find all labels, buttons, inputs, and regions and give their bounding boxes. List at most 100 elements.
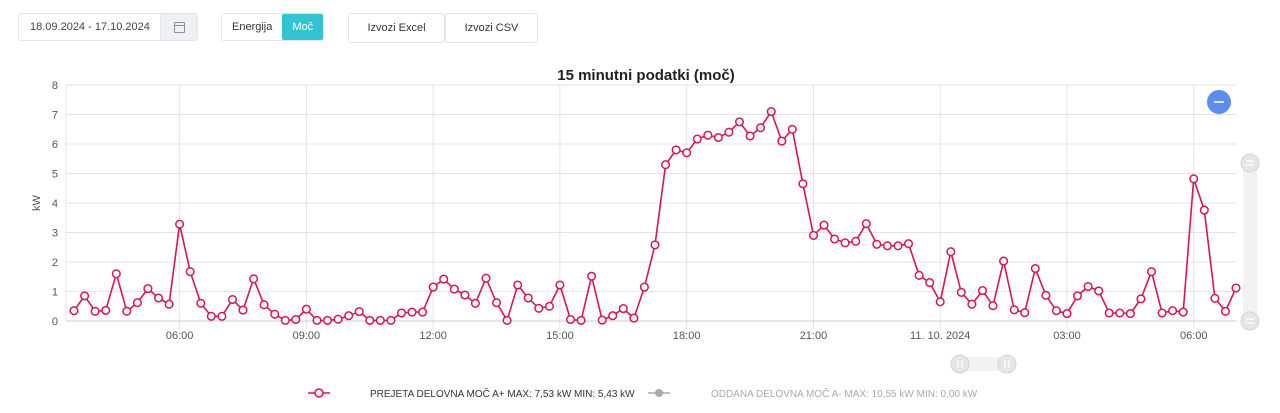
- data-point[interactable]: [587, 271, 597, 281]
- data-point[interactable]: [544, 301, 554, 311]
- data-point[interactable]: [777, 136, 787, 146]
- data-point[interactable]: [1009, 305, 1019, 315]
- data-point[interactable]: [840, 238, 850, 248]
- tab-power[interactable]: Moč: [282, 14, 324, 40]
- data-point[interactable]: [1178, 307, 1188, 317]
- data-point[interactable]: [227, 294, 238, 305]
- data-point[interactable]: [608, 311, 618, 321]
- vertical-navigator-top-handle[interactable]: [1240, 153, 1260, 173]
- data-point[interactable]: [629, 313, 639, 323]
- data-point[interactable]: [1189, 174, 1199, 184]
- data-point[interactable]: [439, 274, 449, 284]
- data-point[interactable]: [671, 145, 681, 155]
- data-point[interactable]: [481, 273, 491, 283]
- data-point[interactable]: [312, 315, 322, 325]
- data-point[interactable]: [185, 267, 195, 277]
- data-point[interactable]: [861, 219, 871, 229]
- legend-item-delivered-power[interactable]: ODDANA DELOVNA MOČ A- MAX: 10,55 kW MIN:…: [648, 387, 978, 400]
- data-point[interactable]: [1104, 308, 1114, 318]
- data-point[interactable]: [724, 127, 734, 137]
- data-point[interactable]: [132, 298, 142, 308]
- data-point[interactable]: [1210, 293, 1220, 303]
- data-point[interactable]: [122, 306, 132, 316]
- data-point[interactable]: [1072, 291, 1083, 301]
- data-point[interactable]: [164, 299, 174, 309]
- data-point[interactable]: [344, 311, 354, 321]
- data-point[interactable]: [914, 270, 924, 280]
- data-point[interactable]: [428, 282, 438, 292]
- data-point[interactable]: [977, 286, 988, 296]
- data-point[interactable]: [1146, 267, 1157, 277]
- data-point[interactable]: [1030, 263, 1040, 274]
- data-point[interactable]: [259, 300, 269, 310]
- data-point[interactable]: [999, 256, 1009, 266]
- data-point[interactable]: [618, 304, 628, 314]
- data-point[interactable]: [988, 301, 998, 311]
- data-point[interactable]: [956, 287, 966, 297]
- data-point[interactable]: [280, 315, 290, 325]
- data-point[interactable]: [808, 230, 819, 240]
- data-point[interactable]: [206, 311, 216, 321]
- data-point[interactable]: [935, 297, 945, 307]
- data-point[interactable]: [365, 315, 375, 325]
- data-point[interactable]: [565, 314, 576, 325]
- data-point[interactable]: [1083, 281, 1093, 292]
- data-point[interactable]: [69, 306, 79, 316]
- data-point[interactable]: [650, 240, 660, 250]
- data-point[interactable]: [925, 278, 935, 288]
- horizontal-scrollbar-right-handle[interactable]: [997, 354, 1017, 374]
- data-point[interactable]: [333, 314, 343, 324]
- data-point[interactable]: [1136, 294, 1146, 304]
- data-point[interactable]: [1157, 308, 1167, 318]
- data-point[interactable]: [661, 160, 671, 170]
- data-point[interactable]: [301, 304, 311, 314]
- data-point[interactable]: [1199, 205, 1209, 215]
- data-point[interactable]: [1115, 308, 1125, 318]
- data-point[interactable]: [1220, 306, 1230, 316]
- data-point[interactable]: [249, 274, 259, 284]
- data-point[interactable]: [418, 307, 428, 317]
- tab-energy[interactable]: Energija: [222, 14, 283, 40]
- data-point[interactable]: [217, 311, 227, 321]
- data-point[interactable]: [745, 131, 755, 141]
- data-point[interactable]: [734, 117, 745, 127]
- data-point[interactable]: [1231, 283, 1241, 293]
- data-point[interactable]: [903, 239, 914, 249]
- data-point[interactable]: [1168, 306, 1178, 316]
- data-point[interactable]: [143, 284, 153, 294]
- data-point[interactable]: [830, 234, 840, 244]
- data-point[interactable]: [460, 290, 470, 300]
- data-point[interactable]: [196, 298, 206, 308]
- vertical-navigator-bottom-handle[interactable]: [1240, 311, 1260, 331]
- data-point[interactable]: [692, 134, 702, 144]
- data-point[interactable]: [111, 269, 121, 279]
- data-point[interactable]: [1041, 290, 1051, 300]
- data-point[interactable]: [1051, 306, 1061, 316]
- data-point[interactable]: [787, 124, 797, 134]
- data-point[interactable]: [513, 280, 523, 290]
- data-point[interactable]: [322, 315, 333, 325]
- data-point[interactable]: [819, 220, 829, 230]
- horizontal-scrollbar-track[interactable]: [960, 357, 1008, 371]
- data-point[interactable]: [175, 219, 185, 229]
- data-point[interactable]: [851, 236, 861, 246]
- vertical-navigator-track[interactable]: [1243, 163, 1257, 321]
- data-point[interactable]: [449, 284, 459, 294]
- data-point[interactable]: [893, 241, 903, 251]
- data-point[interactable]: [576, 315, 586, 325]
- data-point[interactable]: [967, 299, 977, 309]
- data-point[interactable]: [798, 179, 808, 189]
- data-point[interactable]: [703, 130, 713, 140]
- data-point[interactable]: [153, 293, 164, 303]
- data-point[interactable]: [555, 280, 565, 290]
- data-point[interactable]: [882, 241, 892, 251]
- data-point[interactable]: [534, 303, 544, 313]
- data-point[interactable]: [946, 247, 956, 257]
- data-point[interactable]: [470, 298, 480, 308]
- data-point[interactable]: [639, 282, 649, 292]
- data-point[interactable]: [101, 305, 111, 315]
- data-point[interactable]: [407, 307, 417, 317]
- data-point[interactable]: [80, 291, 90, 301]
- data-point[interactable]: [396, 308, 407, 318]
- data-point[interactable]: [682, 148, 692, 158]
